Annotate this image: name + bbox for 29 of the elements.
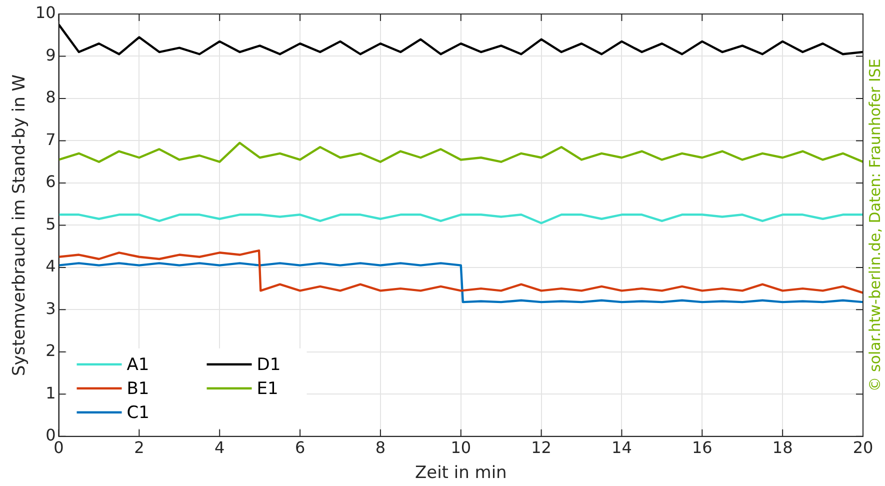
y-tick-label: 4 [46,256,56,276]
x-tick-label: 18 [772,438,793,458]
x-tick-label: 12 [531,438,552,458]
y-tick-label: 7 [46,130,56,149]
y-tick-label: 0 [46,426,56,445]
legend-label: E1 [256,378,278,399]
text: © solar.htw-berlin.de, Daten: Fraunhofer ISE [866,58,884,392]
legend-label: D1 [256,354,281,375]
y-tick-label: 2 [46,341,56,360]
x-axis-title: Zeit in min [414,463,507,484]
y-axis-title: Systemverbrauch im Stand-by in W [10,74,30,376]
y-tick-label: 5 [46,214,56,234]
legend-label: C1 [126,402,150,423]
y-tick-label: 10 [35,3,56,22]
x-tick-label: 4 [214,438,225,458]
x-tick-label: 6 [294,438,306,458]
legend-label: A1 [126,354,150,375]
y-tick-label: 1 [46,383,56,402]
legend-label: B1 [126,378,150,399]
x-tick-label: 10 [450,438,472,458]
x-tick-label: 20 [852,438,874,458]
x-tick-label: 8 [375,438,386,458]
x-tick-label: 16 [692,438,712,458]
y-tick-label: 8 [46,88,56,107]
y-tick-label: 3 [46,298,56,318]
x-tick-label: 2 [134,438,144,458]
x-tick-label: 14 [612,438,632,458]
y-tick-label: 6 [46,172,56,192]
y-tick-label: 9 [46,45,56,64]
